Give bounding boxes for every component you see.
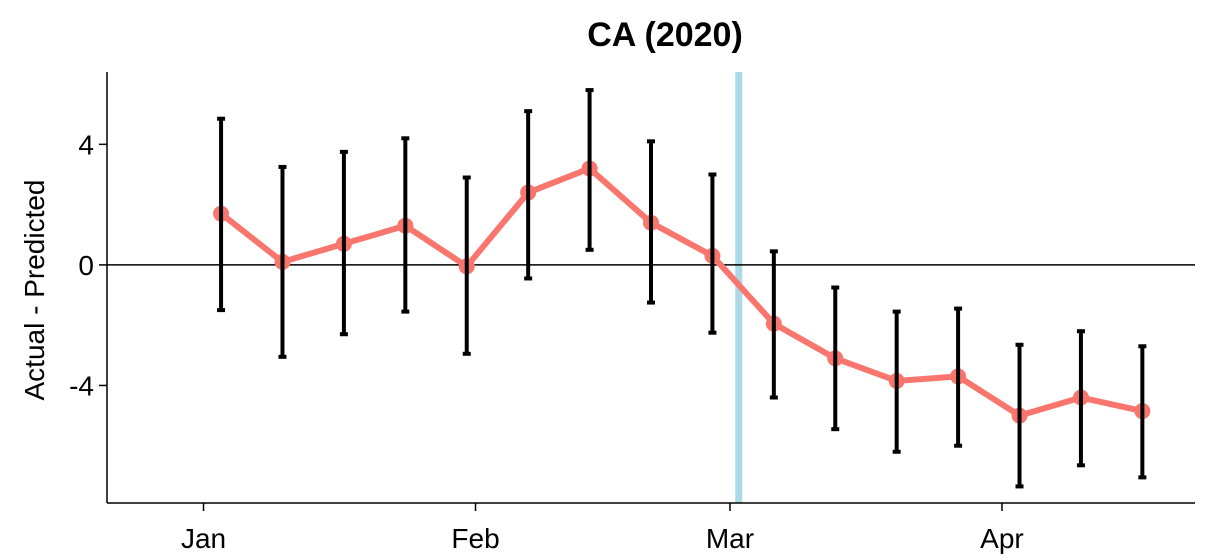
error-bar [339, 149, 348, 337]
error-bar [708, 172, 717, 335]
error-bar [401, 136, 410, 314]
error-bar [1138, 344, 1147, 480]
y-tick-label: 4 [78, 129, 94, 160]
error-bar [831, 285, 840, 432]
error-bar [1015, 342, 1024, 489]
error-bar [585, 88, 594, 252]
y-axis-title: Actual - Predicted [19, 180, 50, 401]
y-tick-label: 0 [78, 250, 94, 281]
y-tick-label: -4 [69, 370, 94, 401]
x-tick-label: Feb [451, 523, 499, 554]
error-bar [1076, 329, 1085, 468]
chart-title: CA (2020) [587, 16, 743, 54]
error-bar [892, 309, 901, 454]
error-bar [769, 249, 778, 400]
error-bar [217, 116, 226, 313]
plot-area: -4 0 4 Jan Feb Mar Apr [69, 72, 1195, 554]
error-bar [647, 139, 655, 305]
error-bar [462, 175, 471, 356]
error-bar [524, 109, 533, 281]
x-tick-label: Mar [706, 523, 754, 554]
series-line [218, 165, 1146, 419]
x-tick-label: Apr [980, 523, 1024, 554]
error-bar [278, 164, 287, 359]
error-bar [954, 306, 963, 448]
x-tick-label: Jan [181, 523, 226, 554]
